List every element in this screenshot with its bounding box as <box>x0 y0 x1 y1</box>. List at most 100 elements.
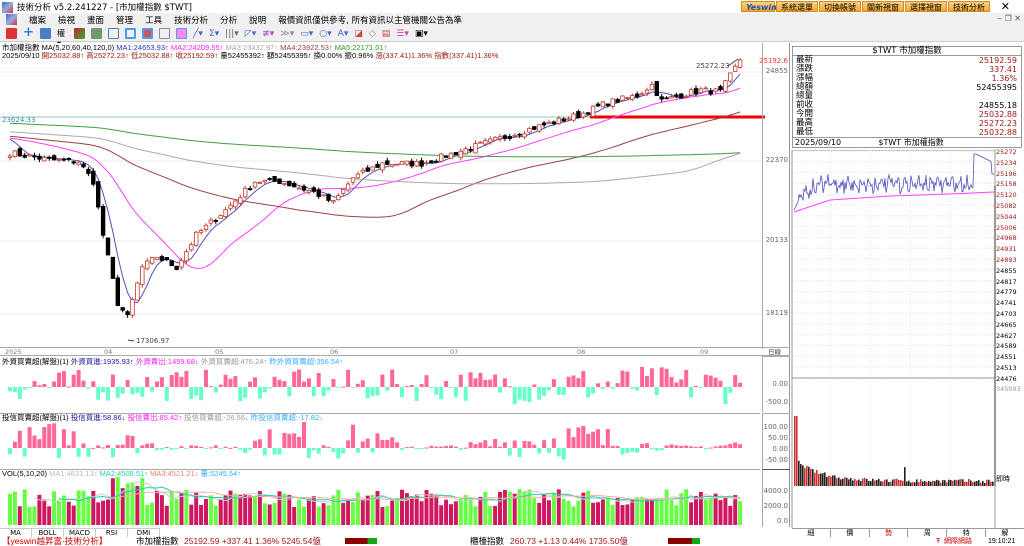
chart-icon[interactable] <box>6 28 17 39</box>
text-tool-icon[interactable]: A▾ <box>337 28 349 39</box>
new-window-button[interactable]: 關新視窗 <box>862 1 904 12</box>
volume-bar <box>228 490 233 525</box>
tab-rsi[interactable]: RSI <box>96 529 128 537</box>
fan-tool-icon[interactable]: ◸▾ <box>244 28 257 39</box>
fib-tool-icon[interactable]: Σ▾ <box>208 28 220 39</box>
rect-tool-icon[interactable]: ▭▾ <box>300 28 314 39</box>
window3-icon[interactable] <box>142 28 153 39</box>
line-tool-icon[interactable]: ╱▾ <box>193 28 203 39</box>
tab-special[interactable]: 特 <box>947 529 987 537</box>
inst-bar <box>76 448 81 457</box>
candle <box>115 274 120 307</box>
close-icon[interactable]: ✕ <box>1000 0 1010 13</box>
menu-screen[interactable]: 畫面 <box>87 15 105 26</box>
select-window-button[interactable]: 選擇視窗 <box>905 1 947 12</box>
bar-date: 2025/09/10 <box>2 51 40 60</box>
menu-analysis[interactable]: 分析 <box>220 15 238 26</box>
tab-ma[interactable]: MA <box>0 529 32 537</box>
foreign-bar <box>615 383 620 387</box>
vol-ma2: MA2:4508.51↑ <box>99 469 148 478</box>
volume-bar <box>493 505 498 525</box>
intraday-volume-bar <box>828 475 830 486</box>
save-icon[interactable]: ▣▾ <box>414 28 428 39</box>
volume-bar <box>654 498 659 525</box>
draw-icon[interactable] <box>176 28 187 39</box>
menu-file[interactable]: 檔案 <box>29 15 47 26</box>
window1-icon[interactable] <box>108 28 119 39</box>
circle-tool-icon[interactable]: ○▾ <box>319 28 332 39</box>
delete-drawing-icon[interactable]: ◪ <box>354 28 363 39</box>
volume-bar <box>449 504 453 525</box>
indicator-icon[interactable] <box>74 28 85 39</box>
volume-bar <box>370 494 375 525</box>
color-icon[interactable]: ☰▾ <box>396 28 409 39</box>
candle-body <box>213 220 218 222</box>
foreign-bar <box>302 381 306 387</box>
inst-bar <box>703 448 708 450</box>
inst-bar <box>199 446 204 448</box>
menu-tools[interactable]: 工具 <box>145 15 163 26</box>
tab-week[interactable]: 周 <box>908 529 948 537</box>
crosshair-icon[interactable]: + <box>23 25 34 40</box>
tab-macd[interactable]: MACD <box>64 529 96 537</box>
foreign-bar <box>649 368 654 387</box>
menu-view[interactable]: 檢視 <box>58 15 76 26</box>
candle <box>625 96 630 100</box>
candle <box>733 63 738 72</box>
price-chart-canvas[interactable] <box>0 43 790 527</box>
inst-bar <box>375 433 380 448</box>
intraday-header: 2025/09/10 $TWT 市加權指數 <box>792 138 1022 148</box>
print-icon[interactable]: ▤ <box>381 28 391 39</box>
menu-manage[interactable]: 管理 <box>116 15 134 26</box>
system-menu-button[interactable]: 系統選單 <box>776 1 818 12</box>
tech-analysis-button[interactable]: 技術分析 <box>948 1 990 12</box>
candle <box>140 264 145 288</box>
candle-body <box>399 161 405 165</box>
candle <box>272 176 277 183</box>
tab-dmi[interactable]: DMI <box>128 529 160 537</box>
volume-bar <box>649 498 654 525</box>
period-dropdown-icon[interactable]: 權▾ <box>57 29 65 48</box>
compare-icon[interactable] <box>91 28 102 39</box>
price-axis[interactable]: 25192.6 24855 22370 20133 18119 <box>759 43 790 349</box>
quote-value: 25032.88 <box>978 110 1017 119</box>
layout-icon[interactable] <box>40 28 51 39</box>
candle <box>370 166 375 171</box>
window4-icon[interactable] <box>159 28 170 39</box>
volume-bar <box>390 500 395 525</box>
inst-bar <box>723 445 728 448</box>
tab-detail[interactable]: 細 <box>792 529 831 537</box>
period-label[interactable]: 日線 <box>768 348 781 356</box>
gann-tool-icon[interactable]: ≢▾ <box>262 28 275 39</box>
quote-row: 今開 25032.88 <box>793 110 1021 120</box>
window-controls[interactable]: ‒ ❐ ✕ <box>996 14 1021 23</box>
quote-value: 25272.23 <box>978 119 1017 128</box>
volume-bar <box>22 489 27 525</box>
candle <box>698 87 704 94</box>
eraser-icon[interactable]: ◇ <box>368 28 376 39</box>
foreign-bar <box>17 387 22 400</box>
candle-body <box>37 155 42 160</box>
foreign-prev: 昨外資買賣超:356.54↑ <box>269 357 344 366</box>
intraday-chart[interactable] <box>790 150 1024 528</box>
candle <box>149 256 155 266</box>
switch-account-button[interactable]: 切換帳號 <box>819 1 861 12</box>
foreign-bar <box>169 374 174 387</box>
intraday-volume-bar <box>892 479 894 486</box>
channel-tool-icon[interactable]: ≫▾ <box>280 28 295 39</box>
menu-tech[interactable]: 技術分析 <box>174 15 209 26</box>
volume-bar <box>522 491 527 525</box>
tab-trend[interactable]: 勢 <box>870 529 909 537</box>
vline-tool-icon[interactable]: |||▾ <box>225 28 239 39</box>
window2-icon[interactable] <box>125 28 136 39</box>
menu-help[interactable]: 說明 <box>249 15 267 26</box>
tab-price[interactable]: 價 <box>831 529 870 537</box>
tab-boll[interactable]: BOLL <box>32 529 64 537</box>
intraday-y-tick: 25196 <box>996 169 1017 178</box>
volume-bar <box>297 499 302 525</box>
tab-solution[interactable]: 解 <box>1001 529 1009 537</box>
yeswin-button[interactable]: Yeswin <box>741 1 777 12</box>
foreign-bar <box>542 387 547 396</box>
inst-bar <box>272 448 277 455</box>
foreign-bar <box>679 379 684 387</box>
